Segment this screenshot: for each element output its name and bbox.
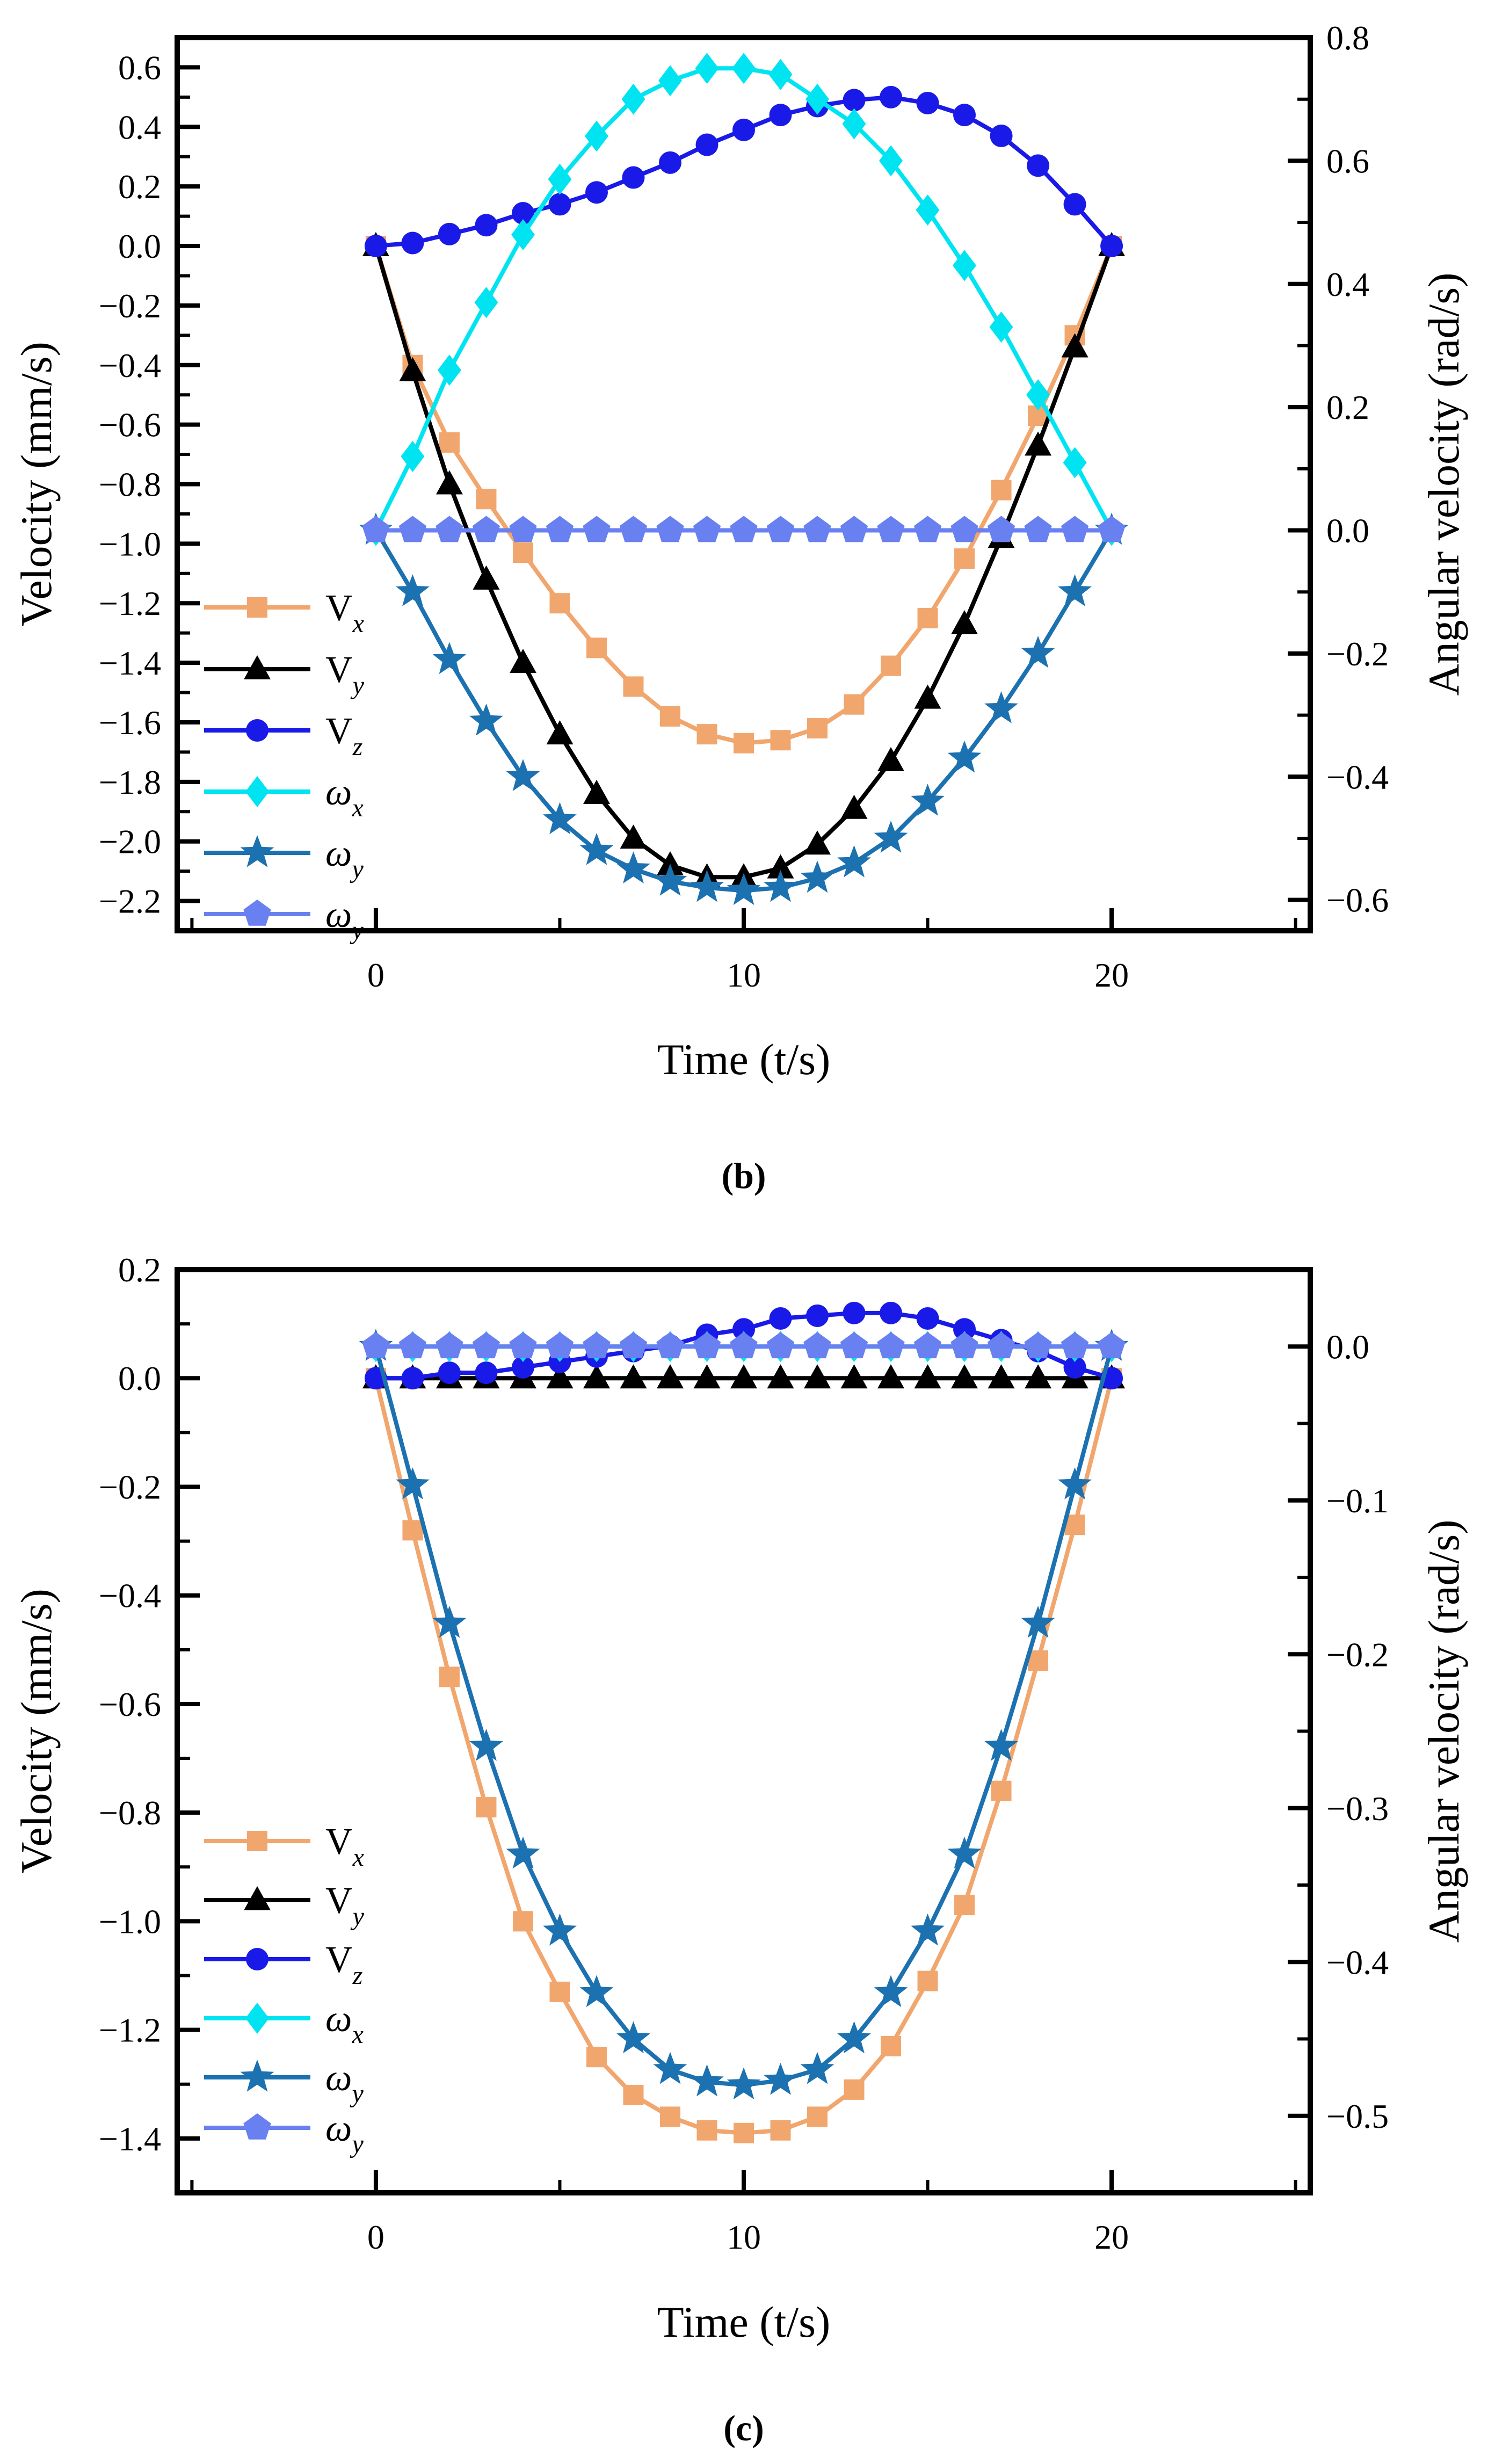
legend-label-wy: ωy [325, 833, 364, 883]
series-wx [364, 53, 1124, 546]
x-tick-label: 0 [367, 2218, 384, 2256]
left-tick-label: −0.2 [99, 1468, 161, 1506]
series-wz [362, 1332, 1126, 1359]
legend-item-wx: ωx [204, 1998, 364, 2049]
series-vz [364, 85, 1123, 258]
right-tick-label: −0.2 [1326, 635, 1389, 673]
legend-label-wy: ωy [325, 2057, 364, 2108]
series-vy [362, 232, 1126, 888]
left-tick-label: −0.4 [99, 1577, 161, 1615]
legend-label-wz: ωy [325, 894, 364, 945]
right-tick-label: 0.6 [1326, 142, 1369, 180]
left-tick-label: −1.0 [99, 1902, 161, 1940]
left-tick-label: 0.2 [118, 168, 161, 206]
axis-tick-labels: 0 10 20 0.6 0.4 0.2 0.0 −0.2 −0.4 −0.6 −0.8 −1.0 −1.… [99, 19, 1389, 994]
legend-label-wx: ωx [325, 1998, 364, 2049]
legend-item-vy: Vy [204, 649, 365, 700]
right-tick-label: 0.2 [1326, 388, 1369, 426]
left-tick-label: −0.8 [99, 1794, 161, 1832]
right-axis-title: Angular velocity (rad/s) [1419, 273, 1468, 696]
left-tick-label: −0.8 [99, 466, 161, 504]
x-tick-label: 20 [1094, 956, 1129, 994]
legend-item-wy: ωy [204, 2057, 364, 2108]
chart-c: 0 10 20 0.2 0.0 −0.2 −0.4 −0.6 −0.8 −1.0 −1.2 −1.4 0… [12, 1251, 1468, 2448]
right-tick-label: −0.3 [1326, 1789, 1389, 1828]
left-tick-label: −2.0 [99, 823, 161, 861]
axis-ticks [177, 1267, 1310, 2193]
left-axis-title: Velocity (mm/s) [12, 342, 61, 627]
legend: Vx Vy Vz ωx ωy ωy [204, 588, 365, 945]
left-tick-label: −1.2 [99, 2011, 161, 2049]
x-tick-label: 20 [1094, 2218, 1129, 2256]
left-tick-label: 0.6 [118, 48, 161, 86]
legend-item-vy: Vy [204, 1880, 365, 1931]
series-wy [359, 512, 1129, 905]
right-axis-title: Angular velocity (rad/s) [1419, 1520, 1468, 1943]
legend-label-wx: ωx [325, 772, 364, 822]
right-tick-label: 0.0 [1326, 512, 1369, 550]
left-tick-label: −1.4 [99, 2120, 161, 2158]
right-tick-label: −0.2 [1326, 1635, 1389, 1673]
legend-item-wy: ωy [204, 833, 364, 883]
x-tick-label: 10 [727, 956, 761, 994]
legend-item-vx: Vx [204, 1821, 364, 1872]
x-tick-label: 10 [727, 2218, 761, 2256]
left-tick-label: −0.2 [99, 287, 161, 325]
left-tick-label: −0.4 [99, 346, 161, 385]
legend-label-vx: Vx [325, 588, 364, 638]
left-tick-label: −1.2 [99, 584, 161, 622]
left-tick-label: −1.8 [99, 763, 161, 801]
legend-label-vy: Vy [325, 1880, 365, 1931]
chart-b: 0 10 20 0.6 0.4 0.2 0.0 −0.2 −0.4 −0.6 −0.8 −1.0 −1.… [12, 19, 1468, 1196]
right-tick-label: −0.5 [1326, 2097, 1389, 2135]
left-tick-label: −0.6 [99, 1685, 161, 1723]
left-tick-label: 0.4 [118, 108, 161, 146]
left-tick-label: −2.2 [99, 882, 161, 921]
legend-item-wx: ωx [204, 772, 364, 822]
left-axis-title: Velocity (mm/s) [12, 1589, 61, 1874]
x-axis-title: Time (t/s) [657, 2298, 831, 2346]
legend-label-vz: Vz [325, 1939, 363, 1990]
legend-label-vz: Vz [325, 711, 363, 761]
left-tick-label: −0.6 [99, 406, 161, 444]
subfigure-caption: (b) [721, 1155, 766, 1196]
left-tick-label: 0.0 [118, 1359, 161, 1397]
legend-item-vz: Vz [204, 1939, 363, 1990]
right-tick-label: −0.4 [1326, 758, 1389, 796]
series-wz [362, 516, 1126, 542]
axis-ticks [177, 65, 1310, 931]
right-tick-label: −0.1 [1326, 1482, 1389, 1520]
chart-b-figure: 0 10 20 0.6 0.4 0.2 0.0 −0.2 −0.4 −0.6 −0.8 −1.0 −1.… [12, 19, 1468, 1196]
legend-item-wz: ωy [204, 2108, 364, 2158]
right-tick-label: 0.0 [1326, 1328, 1369, 1366]
x-tick-label: 0 [367, 956, 384, 994]
legend-label-vx: Vx [325, 1821, 364, 1872]
legend-item-wz: ωy [204, 894, 364, 945]
axis-tick-labels: 0 10 20 0.2 0.0 −0.2 −0.4 −0.6 −0.8 −1.0 −1.2 −1.4 0… [99, 1251, 1389, 2256]
left-tick-label: −1.4 [99, 644, 161, 682]
right-tick-label: −0.6 [1326, 881, 1389, 919]
legend-item-vz: Vz [204, 711, 363, 761]
legend-label-wz: ωy [325, 2108, 364, 2158]
chart-c-figure: 0 10 20 0.2 0.0 −0.2 −0.4 −0.6 −0.8 −1.0 −1.2 −1.4 0… [0, 1232, 1495, 2464]
x-axis-title: Time (t/s) [657, 1035, 831, 1084]
series-wy [359, 1329, 1129, 2100]
right-tick-label: 0.8 [1326, 19, 1369, 57]
right-tick-label: −0.4 [1326, 1943, 1389, 1981]
left-tick-label: 0.2 [118, 1251, 161, 1289]
legend-label-vy: Vy [325, 649, 365, 700]
left-tick-label: 0.0 [118, 227, 161, 265]
legend-item-vx: Vx [204, 588, 364, 638]
left-tick-label: −1.6 [99, 704, 161, 742]
right-tick-label: 0.4 [1326, 265, 1369, 303]
left-tick-label: −1.0 [99, 525, 161, 563]
plot-frame [175, 1267, 1313, 2195]
subfigure-caption: (c) [723, 2408, 764, 2448]
